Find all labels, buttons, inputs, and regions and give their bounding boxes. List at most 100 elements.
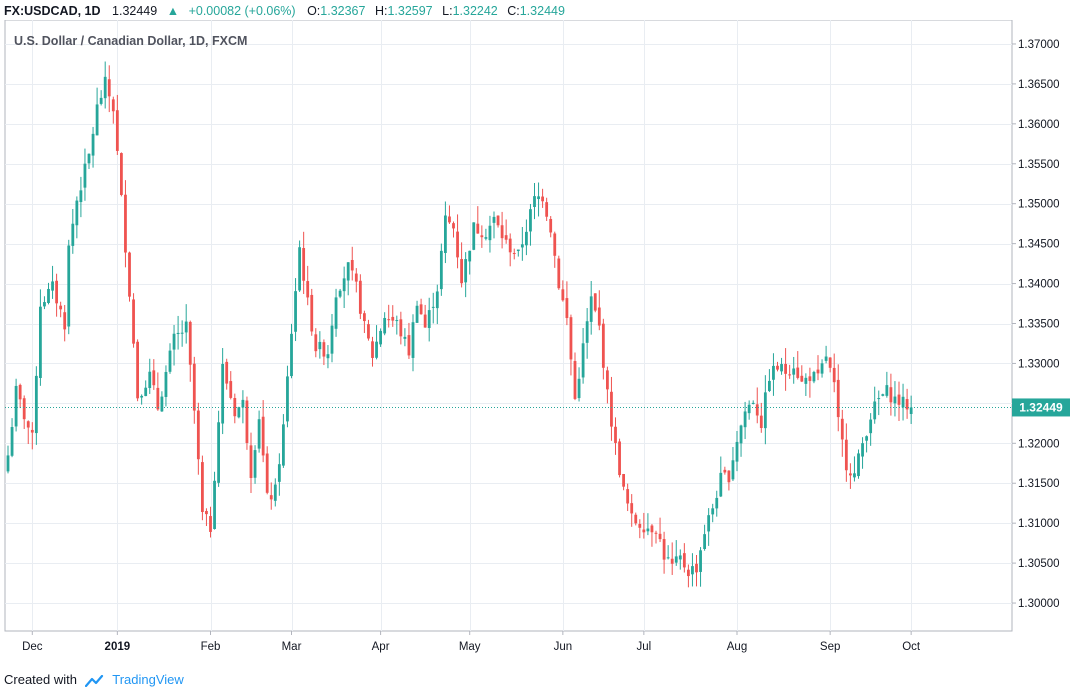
candle bbox=[225, 358, 229, 390]
candle bbox=[606, 366, 609, 404]
candle-body bbox=[488, 225, 492, 241]
candle bbox=[707, 508, 711, 546]
candle bbox=[755, 387, 759, 424]
candle-body bbox=[229, 381, 233, 398]
candle bbox=[152, 359, 156, 390]
candle-body bbox=[265, 453, 269, 493]
candle bbox=[573, 352, 577, 401]
candle-body bbox=[95, 104, 99, 136]
candle-body bbox=[844, 439, 848, 471]
candle bbox=[849, 463, 852, 489]
candle bbox=[107, 65, 111, 113]
candle-body bbox=[456, 231, 459, 258]
symbol-label[interactable]: FX:USDCAD, 1D bbox=[4, 4, 101, 18]
candle-body bbox=[626, 489, 630, 504]
candle-body bbox=[606, 370, 609, 390]
candle-body bbox=[136, 341, 139, 399]
candle bbox=[723, 466, 727, 475]
candle-body bbox=[43, 302, 46, 307]
candle bbox=[699, 547, 702, 587]
candle-body bbox=[111, 99, 115, 112]
candle-body bbox=[294, 291, 297, 332]
candle bbox=[472, 222, 476, 251]
candle-body bbox=[156, 387, 160, 410]
candle bbox=[290, 323, 293, 379]
price-axis[interactable]: 1.37000 1.36500 1.36000 1.35500 1.35000 1.345… bbox=[1012, 39, 1060, 610]
candle-body bbox=[427, 310, 431, 328]
candle bbox=[346, 262, 350, 296]
candle-body bbox=[306, 281, 310, 298]
candle-body bbox=[739, 425, 743, 444]
candle bbox=[51, 265, 54, 299]
candle-body bbox=[358, 280, 362, 314]
candle bbox=[269, 482, 273, 510]
candle bbox=[59, 301, 63, 318]
candle-body bbox=[480, 235, 484, 238]
candle bbox=[91, 126, 95, 168]
candle-body bbox=[759, 415, 763, 428]
candle-body bbox=[723, 469, 727, 473]
candle-body bbox=[674, 556, 678, 563]
candle-body bbox=[747, 404, 751, 414]
candle-body bbox=[678, 555, 682, 560]
candle-body bbox=[909, 407, 913, 414]
candle bbox=[144, 380, 148, 397]
candle-series bbox=[6, 61, 913, 588]
candle bbox=[456, 214, 459, 269]
candle bbox=[869, 413, 873, 446]
candle-body bbox=[176, 332, 180, 335]
candle-body bbox=[881, 394, 885, 396]
candle bbox=[334, 288, 338, 337]
candle bbox=[314, 328, 318, 358]
candle bbox=[342, 266, 346, 309]
candle bbox=[213, 471, 216, 530]
price-tick-label: 1.34500 bbox=[1018, 239, 1060, 251]
candle-body bbox=[516, 249, 520, 252]
candle bbox=[670, 542, 674, 575]
candle-body bbox=[780, 364, 783, 372]
candle-body bbox=[83, 163, 87, 188]
candle-body bbox=[869, 419, 873, 434]
candle bbox=[853, 456, 856, 482]
footer-credit[interactable]: Created with TradingView bbox=[4, 670, 184, 690]
candle-body bbox=[196, 410, 200, 460]
candle-body bbox=[703, 534, 706, 549]
candle bbox=[261, 400, 265, 463]
candle bbox=[363, 310, 366, 334]
candle bbox=[63, 304, 67, 342]
candle bbox=[431, 292, 435, 324]
tradingview-brand-label[interactable]: TradingView bbox=[112, 672, 184, 687]
candle bbox=[492, 211, 496, 239]
candle-body bbox=[525, 231, 528, 246]
candle bbox=[836, 364, 840, 432]
candle bbox=[496, 215, 500, 228]
candle-body bbox=[537, 196, 540, 200]
candle bbox=[593, 293, 597, 313]
candle-body bbox=[638, 523, 642, 528]
candle bbox=[857, 449, 860, 479]
candle bbox=[67, 239, 71, 335]
candle bbox=[103, 61, 107, 109]
time-axis[interactable]: Dec 2019 Feb Mar Apr May Jun Jul Aug Sep Oct bbox=[22, 631, 921, 653]
candle-body bbox=[711, 508, 715, 515]
candle-body bbox=[273, 484, 277, 501]
candle bbox=[881, 393, 885, 397]
candle bbox=[205, 508, 208, 527]
candle bbox=[460, 242, 463, 288]
candle-body bbox=[314, 334, 318, 352]
candle bbox=[743, 401, 747, 440]
candle bbox=[711, 503, 715, 523]
candle-body bbox=[192, 363, 196, 411]
price-chart[interactable]: U.S. Dollar / Canadian Dollar, 1D, FXCM … bbox=[0, 20, 1074, 665]
candle bbox=[508, 233, 512, 267]
candle bbox=[589, 281, 593, 335]
candle bbox=[75, 196, 79, 239]
candle bbox=[115, 94, 119, 155]
candle-body bbox=[727, 470, 731, 483]
candle-body bbox=[857, 453, 860, 477]
candle-body bbox=[209, 516, 212, 532]
candle bbox=[196, 402, 200, 475]
candle-body bbox=[520, 244, 524, 248]
candle bbox=[464, 252, 468, 298]
candle bbox=[120, 152, 123, 197]
